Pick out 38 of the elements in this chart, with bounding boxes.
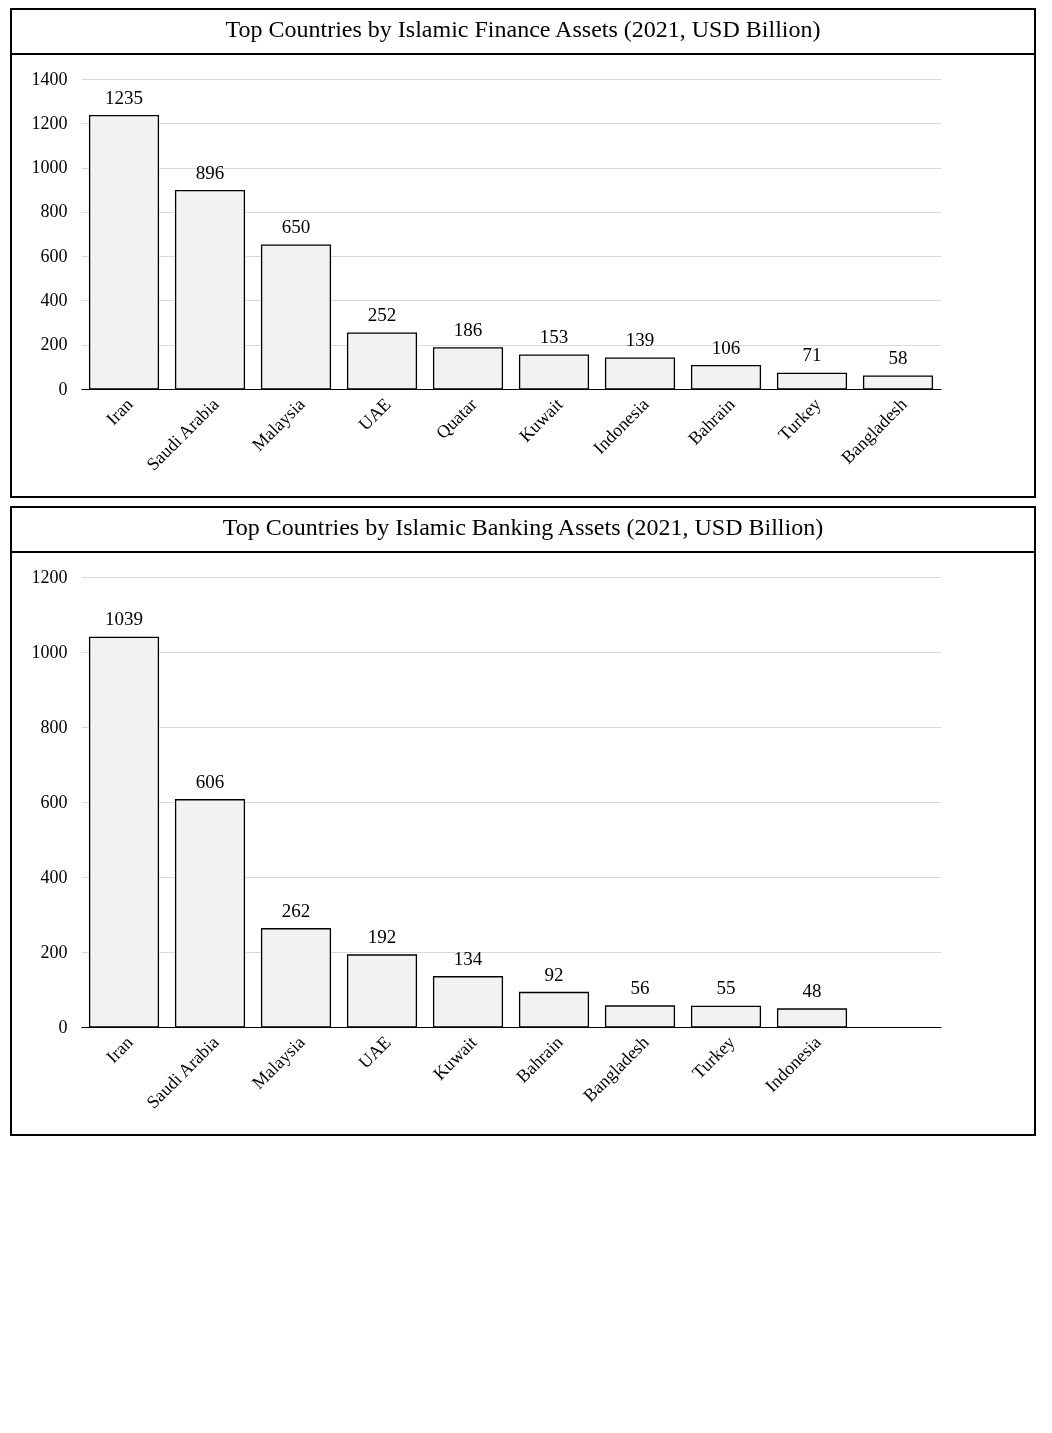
x-tick-label: Iran xyxy=(102,1032,137,1067)
y-tick-label: 600 xyxy=(40,245,68,266)
y-tick-label: 600 xyxy=(40,791,68,812)
data-label: 106 xyxy=(711,336,741,358)
data-label: 262 xyxy=(281,899,311,921)
y-tick-label: 1200 xyxy=(31,112,68,133)
data-label: 56 xyxy=(630,977,650,998)
data-label: 606 xyxy=(195,770,225,792)
data-label: 55 xyxy=(716,977,736,999)
data-label: 134 xyxy=(453,947,483,969)
chart-title: Top Countries by Islamic Finance Assets (2021, USD Billion) xyxy=(12,10,1034,55)
y-tick-label: 1000 xyxy=(31,641,68,662)
data-label: 92 xyxy=(544,963,564,985)
chart-title: Top Countries by Islamic Banking Assets (2021, USD Billion) xyxy=(12,508,1034,553)
data-label: 71 xyxy=(802,344,822,366)
y-tick-label: 0 xyxy=(58,1016,68,1037)
data-label: 186 xyxy=(453,318,483,340)
y-tick-label: 1400 xyxy=(31,68,68,89)
data-label: 896 xyxy=(195,161,225,183)
data-label: 650 xyxy=(281,216,311,238)
y-tick-label: 200 xyxy=(40,334,68,355)
y-tick-label: 0 xyxy=(58,378,68,399)
y-tick-label: 1000 xyxy=(31,157,68,178)
y-tick-label: 800 xyxy=(40,201,68,222)
data-label: 1235 xyxy=(105,86,143,108)
data-label: 139 xyxy=(625,329,655,351)
y-tick-label: 200 xyxy=(40,941,68,962)
data-label: 58 xyxy=(888,347,908,369)
data-label: 1039 xyxy=(105,608,143,630)
y-tick-label: 1200 xyxy=(31,566,68,587)
data-label: 192 xyxy=(367,926,397,947)
data-label: 153 xyxy=(539,326,569,348)
data-label: 48 xyxy=(802,980,822,1001)
y-tick-label: 800 xyxy=(40,716,68,737)
y-tick-label: 400 xyxy=(40,289,68,310)
y-tick-label: 400 xyxy=(40,866,68,887)
data-label: 252 xyxy=(367,304,397,326)
x-tick-label: Iran xyxy=(102,394,137,429)
